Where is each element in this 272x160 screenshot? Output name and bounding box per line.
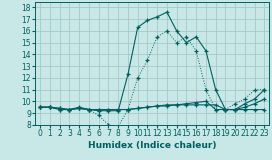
X-axis label: Humidex (Indice chaleur): Humidex (Indice chaleur)	[88, 141, 217, 150]
